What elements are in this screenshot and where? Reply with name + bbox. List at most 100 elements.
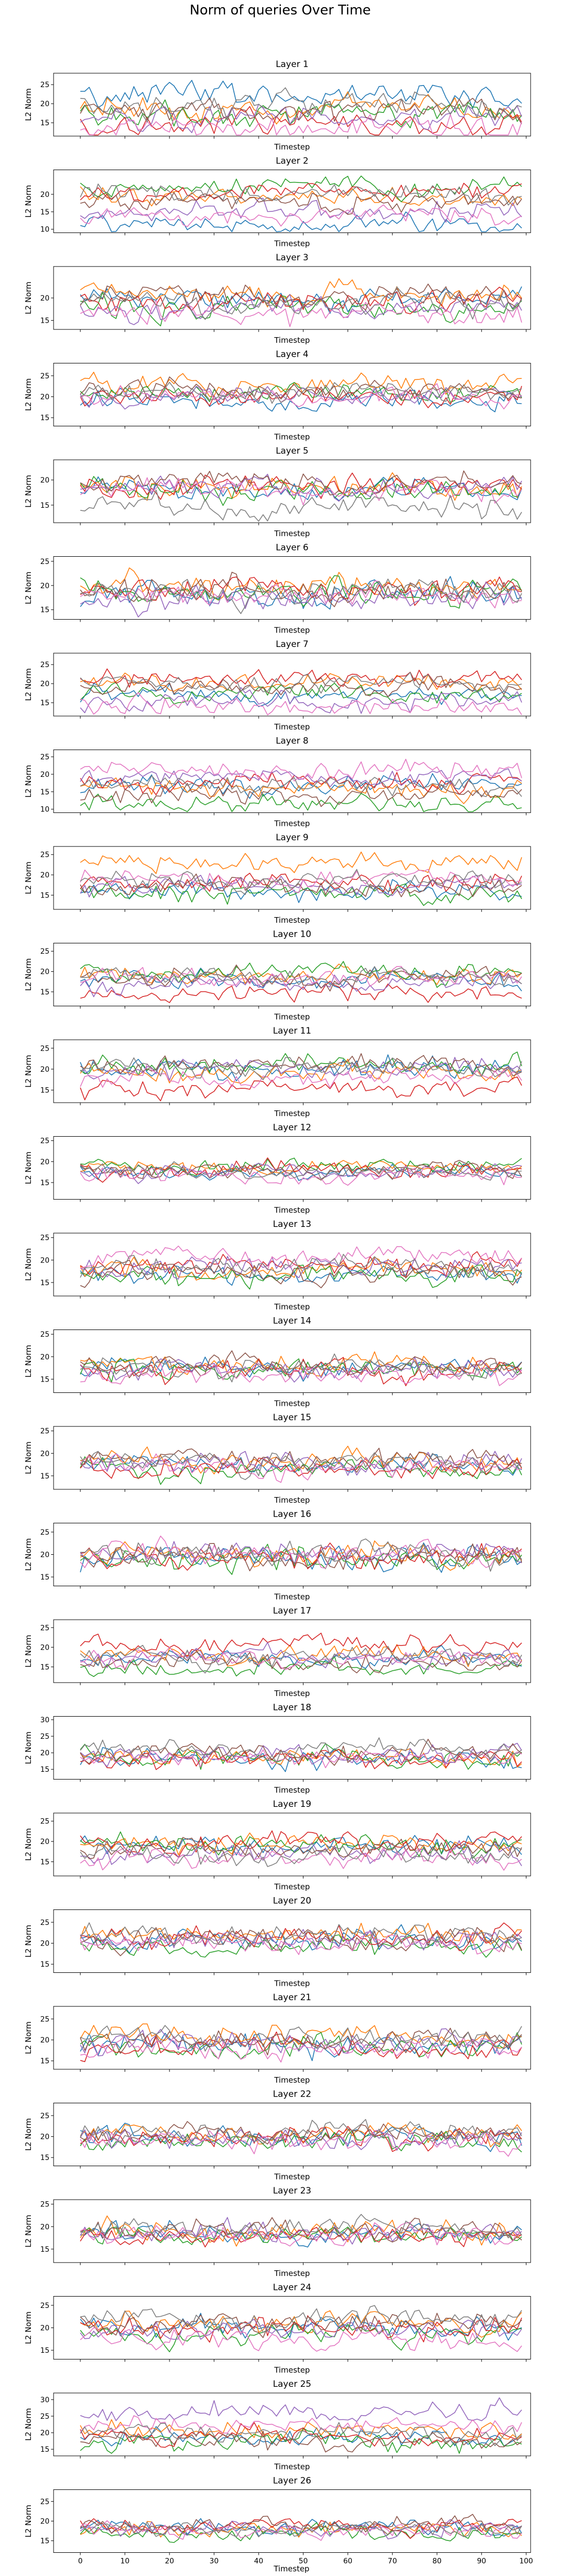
- y-tick-label: 20: [40, 393, 49, 402]
- y-tick-label: 15: [40, 891, 49, 900]
- x-axis-label: Timestep: [274, 1592, 310, 1602]
- y-tick-label: 15: [40, 414, 49, 422]
- y-tick-label: 25: [40, 2302, 49, 2310]
- series-line-6: [80, 1927, 522, 1956]
- series-line-4: [80, 1357, 522, 1386]
- series-line-7: [80, 1165, 522, 1186]
- series-line-6: [80, 572, 522, 607]
- series-line-7: [80, 758, 522, 782]
- series-line-2: [80, 2023, 522, 2049]
- y-tick-label: 30: [40, 1716, 49, 1724]
- y-axis-label: L2 Norm: [24, 1345, 33, 1378]
- subplot-layer-8: Layer 8 L2 Norm Timestep 10 15 20 25: [24, 736, 531, 828]
- x-axis-label: Timestep: [274, 1302, 310, 1311]
- subplot-title: Layer 15: [273, 1412, 311, 1423]
- x-axis-label: Timestep: [274, 2075, 310, 2085]
- series-line-5: [80, 687, 522, 714]
- series-line-6: [80, 783, 522, 807]
- subplot-title: Layer 14: [273, 1316, 311, 1326]
- y-axis-label: L2 Norm: [24, 668, 33, 701]
- x-axis-label: Timestep: [274, 1882, 310, 1891]
- y-tick-label: 25: [40, 2498, 49, 2506]
- subplot-layer-7: Layer 7 L2 Norm Timestep 15 20 25: [24, 639, 531, 732]
- y-tick-label: 20: [40, 871, 49, 879]
- x-tick-label: 70: [388, 2557, 397, 2566]
- subplot-title: Layer 24: [273, 2283, 311, 2293]
- series-line-8: [80, 87, 522, 123]
- series-line-4: [80, 1157, 522, 1183]
- series-line-6: [80, 1651, 522, 1673]
- series-line-6: [80, 965, 522, 992]
- series-line-8: [80, 2521, 522, 2537]
- y-tick-label: 10: [40, 806, 49, 814]
- series-line-7: [80, 2034, 522, 2063]
- series-line-7: [80, 1930, 522, 1955]
- y-axis-label: L2 Norm: [24, 1925, 33, 1958]
- subplot-layer-25: Layer 25 L2 Norm Timestep 15 20 25 30: [24, 2379, 531, 2471]
- figure-title: Norm of queries Over Time: [190, 3, 371, 18]
- x-tick-label: 0: [78, 2557, 82, 2566]
- x-tick-label: 40: [254, 2557, 263, 2566]
- y-axis-label: L2 Norm: [24, 475, 33, 508]
- series-line-4: [80, 1830, 522, 1858]
- y-tick-label: 15: [40, 988, 49, 996]
- series-line-7: [80, 2415, 522, 2435]
- y-tick-label: 25: [40, 1044, 49, 1053]
- series-line-3: [80, 99, 522, 128]
- x-tick-label: 100: [519, 2557, 533, 2566]
- series-line-8: [80, 489, 522, 522]
- series-line-6: [80, 676, 522, 697]
- subplot-layer-6: Layer 6 L2 Norm Timestep 15 20 25: [24, 543, 531, 635]
- series-line-1: [80, 476, 522, 501]
- subplot-title: Layer 2: [276, 156, 309, 167]
- series-line-3: [80, 682, 522, 705]
- x-axis-label: Timestep: [274, 529, 310, 538]
- series-line-4: [80, 980, 522, 1003]
- series-line-3: [80, 2130, 522, 2153]
- series-line-6: [80, 2313, 522, 2338]
- axes-frame: [53, 2006, 531, 2070]
- series-line-8: [80, 184, 522, 206]
- series-line-8: [80, 286, 522, 320]
- subplot-layer-18: Layer 18 L2 Norm Timestep 15 20 25 30: [24, 1703, 531, 1795]
- x-tick-label: 60: [343, 2557, 352, 2566]
- axes-frame: [53, 73, 531, 137]
- subplot-layer-2: Layer 2 L2 Norm Timestep 10 15 20: [24, 156, 531, 248]
- y-axis-label: L2 Norm: [24, 765, 33, 798]
- subplot-grid: Layer 1 L2 Norm Timestep 15 20 25 Layer 2 L2 No…: [24, 59, 533, 2566]
- y-tick-label: 20: [40, 1940, 49, 1948]
- y-tick-label: 15: [40, 1179, 49, 1187]
- x-tick-label: 30: [210, 2557, 219, 2566]
- series-line-8: [80, 1922, 522, 1948]
- axes-frame: [53, 1039, 531, 1103]
- y-tick-label: 20: [40, 2429, 49, 2437]
- axes-frame: [53, 653, 531, 717]
- subplot-title: Layer 23: [273, 2186, 311, 2196]
- series-line-6: [80, 192, 522, 215]
- series-line-2: [80, 2215, 522, 2247]
- series-line-2: [80, 2521, 522, 2538]
- y-tick-label: 25: [40, 1137, 49, 1145]
- axes-frame: [53, 943, 531, 1006]
- series-line-1: [80, 576, 522, 610]
- y-tick-label: 15: [40, 1375, 49, 1384]
- series-line-6: [80, 1160, 522, 1181]
- subplot-title: Layer 10: [273, 929, 311, 940]
- subplot-layer-21: Layer 21 L2 Norm Timestep 15 20 25: [24, 1992, 531, 2085]
- subplot-layer-11: Layer 11 L2 Norm Timestep 15 20 25: [24, 1026, 531, 1118]
- series-line-5: [80, 1642, 522, 1670]
- series-line-8: [80, 1057, 522, 1081]
- series-line-2: [80, 851, 522, 874]
- series-line-2: [80, 2419, 522, 2442]
- y-tick-label: 25: [40, 372, 49, 380]
- y-tick-label: 20: [40, 968, 49, 976]
- series-line-7: [80, 204, 522, 227]
- series-line-5: [80, 2028, 522, 2056]
- x-axis-label: Timestep: [274, 916, 310, 925]
- series-line-2: [80, 186, 522, 207]
- series-line-7: [80, 692, 522, 716]
- subplot-title: Layer 17: [273, 1606, 311, 1616]
- y-tick-label: 20: [40, 1158, 49, 1166]
- y-tick-label: 25: [40, 851, 49, 859]
- series-line-5: [80, 1451, 522, 1476]
